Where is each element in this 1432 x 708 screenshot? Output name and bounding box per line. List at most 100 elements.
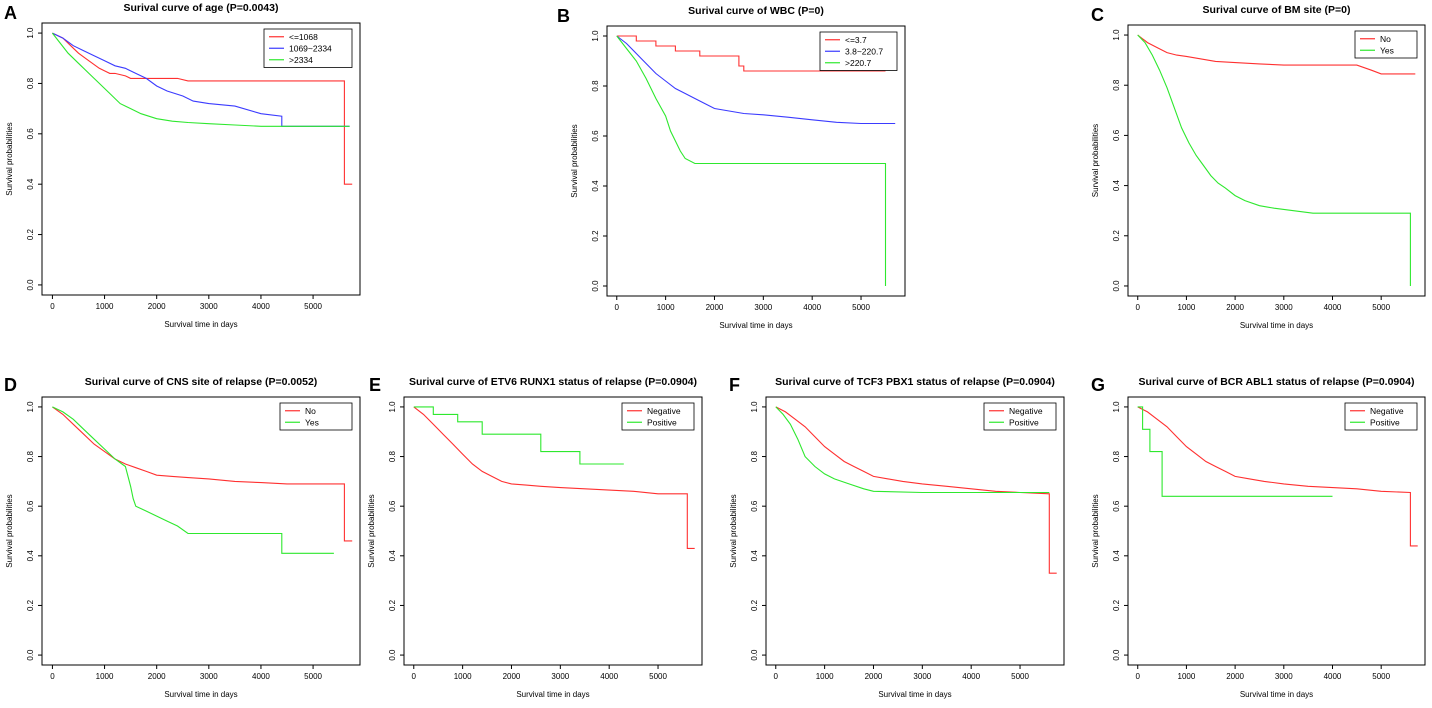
y-axis-label: Survival probabilities	[5, 494, 14, 567]
y-tick-label: 0.2	[591, 230, 600, 242]
y-tick-label: 0.0	[1112, 649, 1121, 661]
panel-c: C Surival curve of BM site (P=0) 0 1000 2000…	[1091, 4, 1426, 330]
y-tick-label: 0.0	[388, 649, 397, 661]
y-tick-label: 0.8	[750, 450, 759, 462]
x-tick-label: 3000	[913, 672, 931, 681]
y-axis-label: Survival probabilities	[5, 122, 14, 195]
panel-letter: C	[1091, 5, 1104, 25]
y-axis-label: Survival probabilities	[570, 124, 579, 197]
y-tick-label: 0.4	[26, 550, 35, 562]
series-line-positive	[775, 406, 1050, 494]
x-tick-label: 0	[1136, 672, 1141, 681]
x-tick-label: 3000	[551, 672, 569, 681]
series-line-negative	[413, 406, 695, 549]
chart-title: Surival curve of BCR ABL1 status of rela…	[1139, 376, 1415, 388]
series-line-yes	[1137, 34, 1411, 286]
legend-label: Positive	[1370, 417, 1400, 427]
y-tick-label: 0.8	[1112, 450, 1121, 462]
legend-box	[1344, 402, 1418, 431]
series-line-negative	[775, 406, 1057, 574]
y-tick-label: 0.8	[591, 80, 600, 92]
series-line-positive	[1137, 406, 1333, 497]
y-tick-label: 0.8	[388, 450, 397, 462]
plot-frame	[41, 396, 361, 666]
legend-label: Negative	[1009, 406, 1043, 416]
panel-letter: E	[369, 375, 381, 395]
panel-letter: A	[4, 3, 17, 23]
legend-label: 3.8~220.7	[845, 46, 883, 56]
x-tick-label: 2000	[706, 303, 724, 312]
x-tick-label: 3000	[754, 303, 772, 312]
series-line--2334	[51, 32, 350, 127]
x-axis-label: Survival time in days	[516, 690, 589, 699]
y-tick-label: 1.0	[388, 401, 397, 413]
x-tick-label: 4000	[962, 672, 980, 681]
y-tick-label: 0.2	[1112, 599, 1121, 611]
x-tick-label: 0	[1136, 303, 1141, 312]
panel-letter: G	[1091, 375, 1105, 395]
legend: <=3.73.8~220.7 >220.7	[819, 31, 898, 71]
series-line-no	[52, 406, 353, 542]
y-tick-label: 0.4	[1112, 179, 1121, 191]
x-tick-label: 5000	[1372, 303, 1390, 312]
chart-title: Surival curve of WBC (P=0)	[688, 5, 824, 17]
x-tick-label: 1000	[1178, 672, 1196, 681]
y-tick-label: 0.4	[591, 180, 600, 192]
series-line--3-7	[616, 35, 886, 72]
series-line-3-8-220-7	[616, 35, 896, 125]
y-tick-label: 0.6	[26, 500, 35, 512]
y-axis-label: Survival probabilities	[1091, 124, 1100, 197]
x-axis-label: Survival time in days	[164, 320, 237, 329]
x-tick-label: 1000	[96, 302, 114, 311]
x-tick-label: 0	[615, 303, 620, 312]
plot-frame	[606, 25, 906, 297]
x-tick-label: 5000	[304, 672, 322, 681]
series-line-negative	[1137, 406, 1418, 547]
legend-box	[983, 402, 1057, 431]
chart-title: Surival curve of BM site (P=0)	[1203, 4, 1351, 16]
y-tick-label: 0.2	[750, 599, 759, 611]
y-tick-label: 0.6	[1112, 129, 1121, 141]
y-tick-label: 0.6	[26, 128, 35, 140]
x-tick-label: 4000	[252, 672, 270, 681]
x-axis-label: Survival time in days	[1240, 690, 1313, 699]
legend-label: Positive	[647, 417, 677, 427]
y-tick-label: 0.4	[1112, 550, 1121, 562]
legend-label: Negative	[1370, 406, 1404, 416]
panel-d: D Surival curve of CNS site of relapse (P…	[4, 375, 361, 699]
legend-label: 1069~2334	[289, 43, 332, 53]
x-tick-label: 0	[774, 672, 779, 681]
x-tick-label: 2000	[503, 672, 521, 681]
x-axis-label: Survival time in days	[878, 690, 951, 699]
y-tick-label: 0.0	[591, 280, 600, 292]
plot-frame	[765, 396, 1065, 666]
panel-b: B Surival curve of WBC (P=0) 0 1000 2000 3000…	[557, 5, 906, 330]
panel-letter: D	[4, 375, 17, 395]
legend-box	[279, 402, 353, 431]
chart-title: Surival curve of TCF3 PBX1 status of rel…	[775, 376, 1055, 388]
series-line-positive	[413, 406, 624, 465]
panel-a: A Surival curve of age (P=0.0043) 0 1000 200…	[4, 2, 361, 329]
y-tick-label: 0.6	[591, 130, 600, 142]
plot-frame	[41, 22, 361, 296]
y-tick-label: 0.2	[388, 599, 397, 611]
y-tick-label: 0.4	[26, 178, 35, 190]
y-tick-label: 0.0	[26, 649, 35, 661]
x-tick-label: 3000	[1275, 303, 1293, 312]
series-line--1068	[52, 32, 353, 185]
x-tick-label: 3000	[1275, 672, 1293, 681]
panel-f: F Surival curve of TCF3 PBX1 status of re…	[729, 375, 1065, 699]
x-tick-label: 5000	[1011, 672, 1029, 681]
legend-label: Negative	[647, 406, 681, 416]
x-tick-label: 4000	[1324, 303, 1342, 312]
y-tick-label: 0.4	[750, 550, 759, 562]
x-tick-label: 0	[50, 672, 55, 681]
plot-frame	[1127, 24, 1426, 297]
chart-title: Surival curve of ETV6 RUNX1 status of re…	[409, 376, 697, 388]
x-tick-label: 2000	[1226, 303, 1244, 312]
x-tick-label: 2000	[148, 672, 166, 681]
